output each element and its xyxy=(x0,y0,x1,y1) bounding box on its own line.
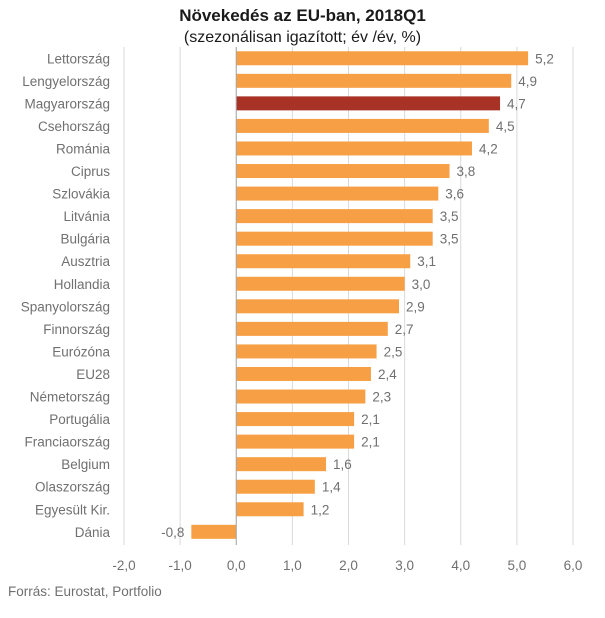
category-label: Lettország xyxy=(47,51,110,66)
value-label: 3,1 xyxy=(417,254,436,269)
x-tick-label: 2,0 xyxy=(339,558,358,573)
chart-subtitle: (szezonálisan igazított; év /év, %) xyxy=(183,29,422,46)
category-label: EU28 xyxy=(76,367,110,382)
bar xyxy=(236,118,489,133)
bar xyxy=(236,231,433,246)
value-label: 2,1 xyxy=(361,412,380,427)
category-label: Hollandia xyxy=(54,277,111,292)
value-label: 4,7 xyxy=(507,96,526,111)
x-tick-label: 3,0 xyxy=(395,558,414,573)
bar xyxy=(236,254,411,269)
bar xyxy=(236,366,371,381)
bar xyxy=(236,502,304,517)
value-label: 4,9 xyxy=(518,74,537,89)
value-label: 4,5 xyxy=(496,119,515,134)
category-label: Németország xyxy=(30,390,110,405)
category-label: Franciaország xyxy=(24,435,110,450)
value-label: -0,8 xyxy=(161,525,184,540)
category-label: Ausztria xyxy=(61,254,110,269)
x-tick-label: -1,0 xyxy=(168,558,191,573)
bar xyxy=(236,164,450,179)
bar xyxy=(236,51,529,66)
bar-chart: Lettország 5,2 Lengyelország 4,9 Magyarorszá… xyxy=(21,47,583,573)
value-label: 4,2 xyxy=(479,141,498,156)
x-tick-label: 5,0 xyxy=(507,558,526,573)
bar xyxy=(236,73,512,88)
chart-title: Növekedés az EU-ban, 2018Q1 xyxy=(179,6,426,25)
bar xyxy=(236,186,439,201)
bar xyxy=(236,276,405,291)
bar xyxy=(191,524,237,539)
category-label: Románia xyxy=(56,141,111,156)
bar xyxy=(236,457,327,472)
bar xyxy=(236,434,355,449)
value-label: 2,5 xyxy=(384,344,403,359)
bar xyxy=(236,321,388,336)
bar xyxy=(236,299,400,314)
category-label: Szlovákia xyxy=(52,187,110,202)
value-label: 3,0 xyxy=(412,277,431,292)
category-label: Dánia xyxy=(75,525,111,540)
category-label: Portugália xyxy=(49,412,110,427)
value-label: 5,2 xyxy=(535,51,554,66)
category-label: Spanyolország xyxy=(21,299,110,314)
value-label: 3,8 xyxy=(457,164,476,179)
value-label: 1,6 xyxy=(333,457,352,472)
bar xyxy=(236,141,472,156)
category-label: Lengyelország xyxy=(22,74,110,89)
value-label: 3,5 xyxy=(440,209,459,224)
value-label: 1,2 xyxy=(311,502,330,517)
value-label: 2,9 xyxy=(406,299,425,314)
value-label: 3,5 xyxy=(440,232,459,247)
bar xyxy=(236,344,377,359)
bar xyxy=(236,412,355,427)
source-note: Forrás: Eurostat, Portfolio xyxy=(8,584,162,599)
category-label: Finnország xyxy=(43,322,110,337)
x-tick-label: 4,0 xyxy=(451,558,470,573)
value-label: 2,4 xyxy=(378,367,397,382)
value-label: 2,7 xyxy=(395,322,414,337)
x-tick-label: 6,0 xyxy=(564,558,583,573)
category-label: Bulgária xyxy=(60,232,110,247)
bar xyxy=(236,479,315,494)
value-label: 2,3 xyxy=(372,390,391,405)
category-label: Ciprus xyxy=(71,164,110,179)
value-label: 2,1 xyxy=(361,435,380,450)
category-label: Olaszország xyxy=(35,480,110,495)
bar xyxy=(236,96,501,111)
category-label: Egyesült Kir. xyxy=(35,502,110,517)
bar xyxy=(236,389,366,404)
x-tick-label: 0,0 xyxy=(227,558,246,573)
bar xyxy=(236,209,433,224)
value-label: 3,6 xyxy=(445,187,464,202)
x-tick-label: 1,0 xyxy=(283,558,302,573)
category-label: Eurózóna xyxy=(52,344,110,359)
category-label: Litvánia xyxy=(63,209,110,224)
x-tick-label: -2,0 xyxy=(112,558,135,573)
category-label: Magyarország xyxy=(24,96,110,111)
category-label: Csehország xyxy=(38,119,110,134)
value-label: 1,4 xyxy=(322,480,341,495)
category-label: Belgium xyxy=(61,457,110,472)
